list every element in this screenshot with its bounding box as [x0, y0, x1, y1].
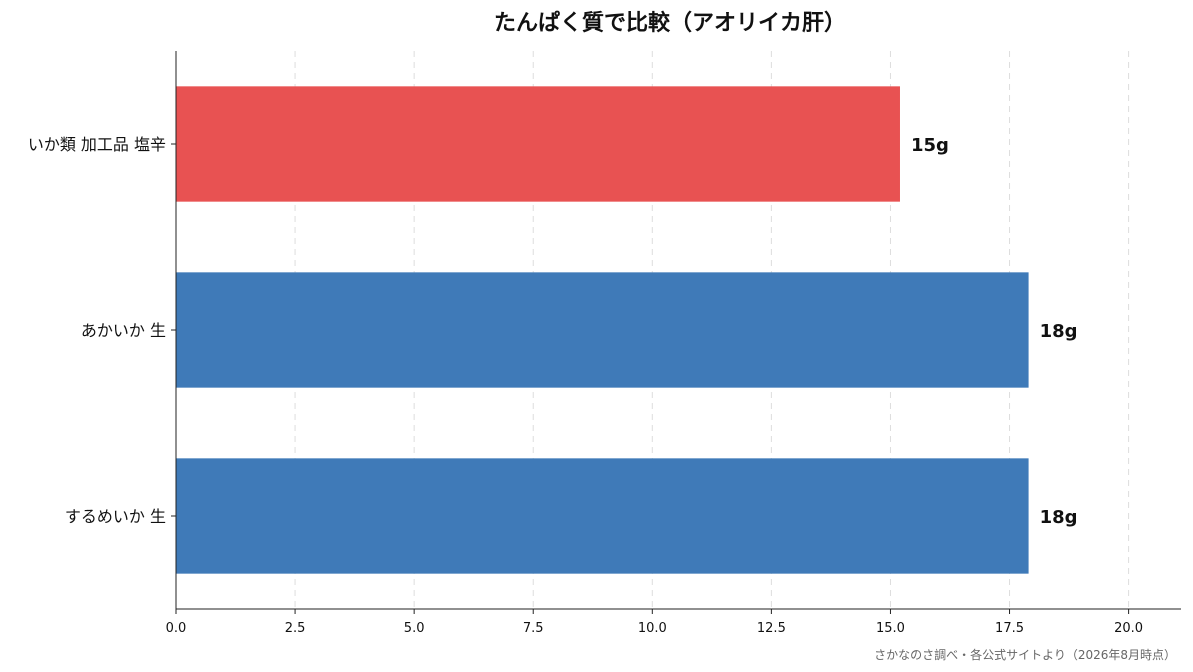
x-tick-label: 15.0 — [876, 621, 905, 636]
data-labels: 15g 18g 18g — [911, 135, 1078, 528]
category-label: するめいか 生 — [65, 507, 166, 526]
bar — [176, 272, 1029, 388]
bar — [176, 86, 900, 202]
category-label: いか類 加工品 塩辛 — [28, 135, 166, 154]
x-tick-label: 2.5 — [285, 621, 306, 636]
category-label: あかいか 生 — [81, 321, 166, 340]
data-label: 15g — [911, 135, 949, 156]
x-tick-label: 12.5 — [757, 621, 786, 636]
data-label: 18g — [1040, 321, 1078, 342]
x-tick-label: 10.0 — [638, 621, 667, 636]
x-axis-ticks: 0.0 2.5 5.0 7.5 10.0 12.5 15.0 17.5 20.0 — [166, 609, 1143, 636]
x-tick-label: 7.5 — [523, 621, 544, 636]
x-tick-label: 17.5 — [995, 621, 1024, 636]
x-tick-label: 0.0 — [166, 621, 187, 636]
x-tick-label: 5.0 — [404, 621, 425, 636]
bars — [176, 86, 1029, 574]
bar — [176, 458, 1029, 574]
source-note: さかなのさ調べ・各公式サイトより（2026年8月時点） — [874, 647, 1176, 662]
data-label: 18g — [1040, 507, 1078, 528]
x-tick-label: 20.0 — [1114, 621, 1143, 636]
chart-title: たんぱく質で比較（アオリイカ肝） — [494, 10, 846, 36]
